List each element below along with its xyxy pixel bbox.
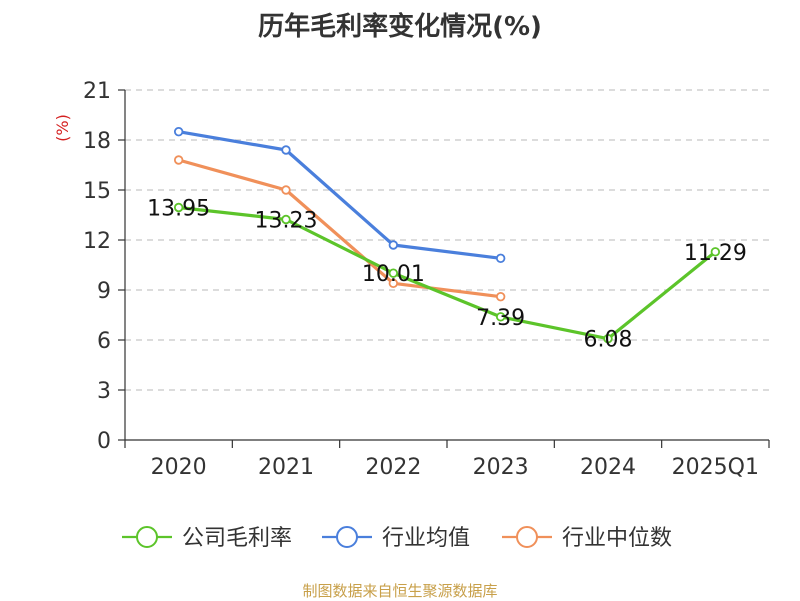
data-point (495, 291, 506, 302)
data-point (388, 268, 399, 278)
data-label: 7.39 (476, 306, 525, 331)
y-tick-label: 9 (97, 279, 111, 304)
series-lines (178, 130, 717, 341)
x-tick-label: 2022 (365, 455, 421, 480)
series-line (178, 130, 501, 260)
data-label: 10.01 (362, 262, 425, 287)
data-point (495, 253, 506, 264)
data-label: 6.08 (584, 328, 633, 353)
legend-label: 行业中位数 (562, 526, 672, 551)
legend-marker (516, 526, 538, 548)
x-tick-label: 2020 (151, 455, 207, 480)
y-tick-label: 0 (97, 429, 111, 454)
x-tick-label: 2021 (258, 455, 314, 480)
data-label: 11.29 (684, 241, 747, 266)
axes: 0 3 6 9 12 15 18 21 2020 2021 2022 2023 2024 2025Q1 (83, 79, 770, 480)
data-label: 13.95 (147, 197, 210, 222)
x-tick-label: 2025Q1 (672, 455, 759, 480)
y-tick-label: 15 (83, 179, 111, 204)
legend-marker (336, 526, 358, 548)
data-labels: 13.95 13.23 10.01 7.39 6.08 11.29 (147, 197, 747, 353)
data-point (281, 214, 291, 225)
y-tick-label: 18 (83, 129, 111, 154)
data-label: 13.23 (255, 209, 318, 234)
y-tick-label: 21 (83, 79, 111, 104)
chart-title: 历年毛利率变化情况(%) (258, 12, 542, 42)
data-point (495, 312, 506, 322)
grid-lines (125, 89, 769, 391)
y-tick-label: 12 (83, 229, 111, 254)
data-point (173, 155, 184, 165)
data-point (388, 240, 399, 250)
legend: 公司毛利率 行业均值 行业中位数 (122, 526, 672, 551)
series-points (173, 126, 721, 344)
legend-marker (136, 526, 158, 548)
series-line (178, 205, 717, 341)
x-tick-label: 2024 (580, 455, 636, 480)
data-source: 制图数据来自恒生聚源数据库 (302, 582, 498, 600)
series-line (178, 158, 501, 299)
legend-label: 公司毛利率 (182, 526, 292, 551)
y-unit-label: (%) (53, 114, 72, 142)
data-point (281, 145, 291, 155)
data-point (281, 185, 291, 195)
legend-label: 行业均值 (382, 526, 470, 551)
y-tick-label: 6 (97, 329, 111, 354)
data-point (603, 333, 613, 344)
data-point (173, 202, 184, 213)
data-point (388, 278, 399, 289)
data-point (710, 247, 721, 257)
data-point (173, 126, 184, 137)
y-tick-label: 3 (97, 379, 111, 404)
x-tick-label: 2023 (473, 455, 529, 480)
